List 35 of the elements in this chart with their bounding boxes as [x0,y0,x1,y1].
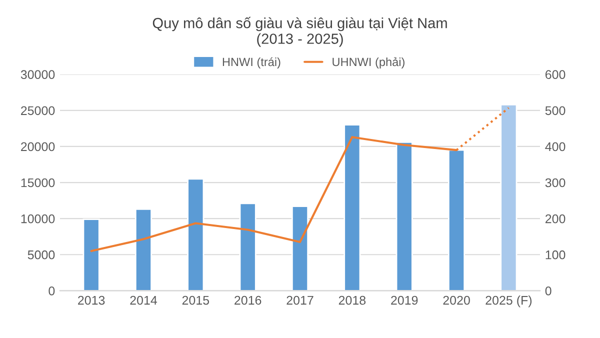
legend-label: UHNWI (phải) [332,57,404,68]
y-tick-label: 30000 [20,70,55,80]
bar [344,124,361,291]
y2-tick-label: 100 [546,250,566,260]
y-tick-label: 0 [48,286,55,296]
x-tick-label: 2014 [130,296,158,305]
x-tick-label: 2013 [78,296,105,305]
y2-tick-label: 300 [545,178,566,188]
bar [187,178,204,291]
x-tick-label: 2017 [286,296,314,305]
y-tick-label: 15000 [21,178,55,188]
x-tick-label: 2018 [338,296,366,305]
y-tick-label: 10000 [21,214,55,224]
y2-tick-label: 400 [545,142,566,152]
y2-tick-label: 0 [545,286,552,296]
y2-tick-label: 200 [545,214,566,224]
bar [396,141,413,291]
bar [134,208,152,291]
legend-label: HNWI (trái) [222,57,280,68]
y-tick-label: 25000 [21,106,55,116]
y2-tick-label: 500 [545,106,566,116]
x-tick-label: 2019 [391,296,418,305]
bar [500,104,518,291]
bar [291,206,309,291]
chart-title: Quy mô dân số giàu và siêu giàu tại Việt Nam (2013 - 2025) [152,16,447,47]
y-tick-label: 20000 [21,142,55,152]
x-tick-label: 2016 [234,296,262,305]
y2-tick-label: 600 [545,70,566,80]
x-tick-label: 2020 [443,296,470,305]
y-tick-label: 5000 [28,250,55,260]
bar [448,149,466,291]
x-tick-label: 2015 [182,296,210,305]
x-tick-label: 2025 (F) [486,296,532,308]
bar [239,202,256,291]
bar [82,218,100,291]
